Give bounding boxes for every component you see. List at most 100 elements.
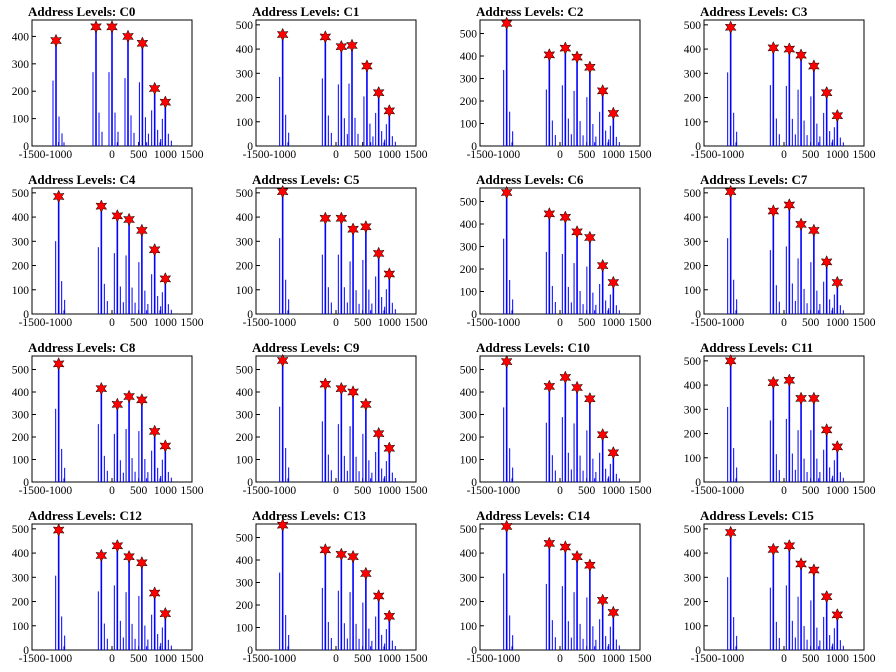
peak-marker <box>783 373 796 388</box>
peak-marker <box>767 204 780 218</box>
x-tick-label: 500 <box>130 485 148 497</box>
peak-marker <box>135 393 148 407</box>
x-tick-label: 1000 <box>154 317 177 329</box>
y-tick-label: 200 <box>684 261 702 273</box>
peak-marker <box>383 441 396 456</box>
peak-marker <box>359 219 372 234</box>
y-tick-label: 500 <box>460 524 478 536</box>
x-tick-label: -1000 <box>269 149 296 161</box>
y-tick-label: 300 <box>12 59 30 71</box>
peak-marker <box>596 84 609 98</box>
x-tick-label: -1500 <box>691 653 718 665</box>
x-tick-label: 1500 <box>181 653 204 665</box>
panel-c2: Address Levels: C2 0 100 200 300 400 500 -1500-… <box>448 0 672 168</box>
chart-c14: Address Levels: C14 0 100 200 300 400 500 -1500… <box>460 508 652 665</box>
chart-c7: Address Levels: C7 0 100 200 300 400 500 -1500-… <box>684 172 876 329</box>
chart-title: Address Levels: C4 <box>28 172 136 187</box>
x-tick-label: -1500 <box>243 653 270 665</box>
x-tick-label: 0 <box>333 653 339 665</box>
y-tick-label: 200 <box>684 429 702 441</box>
x-tick-label: 0 <box>333 485 339 497</box>
panel-c8: Address Levels: C8 0 100 200 300 400 500 -1500-… <box>0 336 224 504</box>
y-tick-label: 400 <box>236 555 254 567</box>
peak-marker <box>795 217 807 232</box>
peak-marker <box>276 184 289 199</box>
y-tick-label: 0 <box>471 309 477 321</box>
peak-marker <box>123 212 135 227</box>
panel-c6: Address Levels: C6 0 100 200 300 400 500 -1500-… <box>448 168 672 336</box>
y-tick-label: 500 <box>460 197 478 209</box>
x-tick-label: -1500 <box>243 149 270 161</box>
chart-c8: Address Levels: C8 0 100 200 300 400 500 -1500-… <box>12 340 204 497</box>
y-tick-label: 300 <box>684 572 702 584</box>
x-tick-label: 0 <box>781 653 787 665</box>
chart-title: Address Levels: C9 <box>252 340 360 355</box>
peak-marker <box>583 60 596 75</box>
peak-marker <box>571 380 583 395</box>
x-tick-label: 0 <box>333 149 339 161</box>
chart-c0: Address Levels: C0 0 100 200 300 400 -1500 -100… <box>12 4 204 161</box>
x-tick-label: 500 <box>578 653 596 665</box>
x-tick-label: -1500 <box>467 149 494 161</box>
x-tick-label: 1500 <box>405 485 428 497</box>
chart-c12: Address Levels: C12 0 100 200 300 400 500 -1500… <box>12 508 204 665</box>
peak-marker <box>372 85 385 100</box>
panel-c4: Address Levels: C4 0 100 200 300 400 500 -1500-… <box>0 168 224 336</box>
x-tick-label: -1000 <box>493 653 520 665</box>
peak-marker <box>276 353 289 368</box>
peak-marker <box>95 381 108 396</box>
y-tick-label: 0 <box>23 141 29 153</box>
x-tick-label: 0 <box>109 317 115 329</box>
peak-marker <box>571 549 583 564</box>
panel-c9: Address Levels: C9 0 100 200 300 400 500 -1500-… <box>224 336 448 504</box>
peak-marker <box>122 29 134 44</box>
peak-marker <box>52 523 65 537</box>
x-tick-label: -1000 <box>493 149 520 161</box>
x-tick-label: -1000 <box>717 149 744 161</box>
x-tick-label: -1500 <box>691 485 718 497</box>
peak-marker <box>795 557 807 571</box>
peak-marker <box>543 207 556 221</box>
peak-marker <box>583 391 596 406</box>
y-tick-label: 0 <box>247 309 253 321</box>
y-tick-label: 100 <box>236 285 254 297</box>
peak-marker <box>319 211 332 226</box>
peak-marker <box>372 426 385 441</box>
y-tick-label: 0 <box>247 141 253 153</box>
peak-marker <box>500 185 513 200</box>
x-tick-label: 1000 <box>154 149 177 161</box>
x-tick-label: 0 <box>109 653 115 665</box>
x-tick-label: 0 <box>781 485 787 497</box>
x-tick-label: 1000 <box>602 485 625 497</box>
chart-title: Address Levels: C13 <box>252 508 366 523</box>
x-tick-label: 1500 <box>629 653 652 665</box>
peak-marker <box>795 48 807 62</box>
y-tick-label: 100 <box>12 114 30 126</box>
chart-title: Address Levels: C1 <box>252 4 359 19</box>
peak-marker <box>807 223 820 238</box>
x-tick-label: 1000 <box>378 485 401 497</box>
x-tick-label: -1000 <box>45 653 72 665</box>
peak-marker <box>607 275 620 290</box>
x-tick-label: -1500 <box>467 485 494 497</box>
x-tick-label: -1500 <box>691 149 718 161</box>
y-tick-label: 300 <box>236 68 254 80</box>
peak-marker <box>359 397 372 412</box>
y-tick-label: 400 <box>236 44 254 56</box>
y-tick-label: 200 <box>12 597 30 609</box>
chart-c10: Address Levels: C10 0 100 200 300 400 500 -1500… <box>460 340 652 497</box>
y-tick-label: 500 <box>684 524 702 536</box>
peak-marker <box>52 189 65 204</box>
x-tick-label: 0 <box>781 149 787 161</box>
peak-marker <box>583 558 596 573</box>
chart-c6: Address Levels: C6 0 100 200 300 400 500 -1500-… <box>460 172 652 329</box>
peak-marker <box>596 427 609 442</box>
peak-marker <box>500 354 513 369</box>
x-tick-label: 500 <box>802 149 820 161</box>
x-tick-label: 0 <box>109 485 115 497</box>
y-tick-label: 200 <box>236 93 254 105</box>
chart-title: Address Levels: C10 <box>476 340 590 355</box>
peak-marker <box>148 242 161 257</box>
chart-title: Address Levels: C15 <box>700 508 814 523</box>
